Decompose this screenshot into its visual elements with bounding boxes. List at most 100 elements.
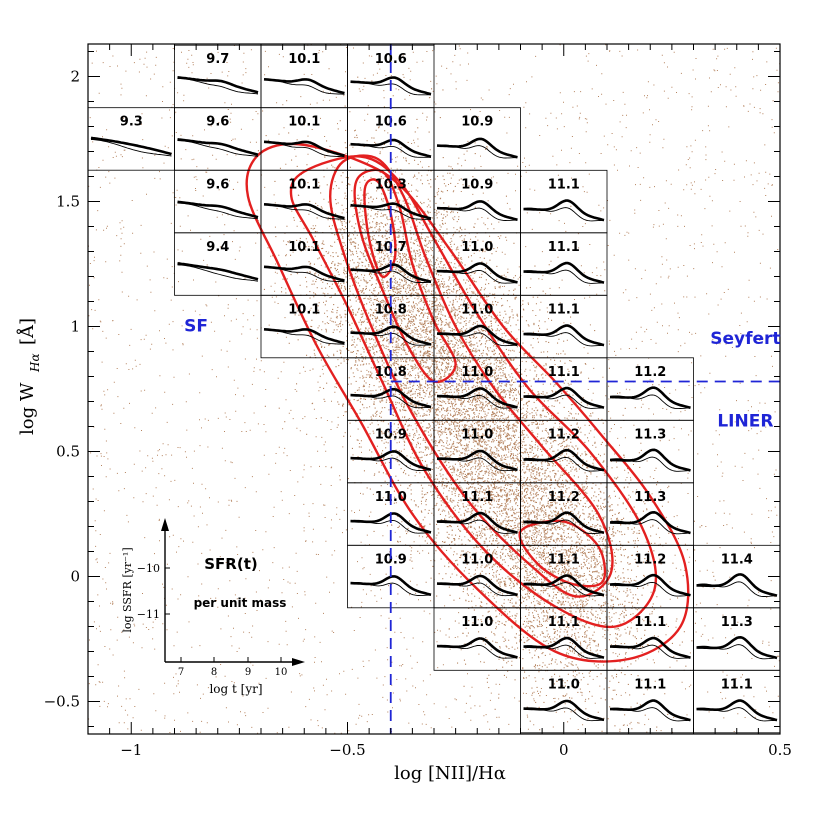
region-label: LINER xyxy=(717,412,773,432)
sfh-panel-label: 11.3 xyxy=(721,615,753,630)
inset-x-tick-label: 8 xyxy=(211,667,217,678)
sfh-curve-thick xyxy=(610,699,691,722)
sfh-curve-thick xyxy=(350,450,432,471)
y-axis-title-subscript: Hα xyxy=(28,353,42,373)
inset-subtitle: per unit mass xyxy=(194,596,287,610)
x-tick-label: −1 xyxy=(120,741,142,759)
sfh-curve-thick xyxy=(263,203,345,220)
sfh-curve-thick xyxy=(177,138,259,156)
sfh-panel-label: 9.6 xyxy=(206,177,229,192)
sfh-curve-thick xyxy=(609,448,691,472)
sfh-curve-thick xyxy=(263,328,345,345)
sfh-curve-thin xyxy=(177,264,259,282)
sfh-panel-label: 11.1 xyxy=(548,552,580,567)
inset-x-tick-label: 9 xyxy=(245,667,251,678)
sfh-curve-thick xyxy=(436,262,518,284)
sfh-curve-thick xyxy=(523,261,605,284)
sfh-panel: 10.1 xyxy=(260,169,348,234)
sfh-panel-label: 11.0 xyxy=(461,240,493,255)
inset-title: SFR(t) xyxy=(204,555,257,573)
y-axis-title: log W Hα [Å] xyxy=(16,318,42,435)
density-contour xyxy=(353,168,457,384)
sfh-panels-layer: 9.710.110.69.39.610.110.610.99.610.110.3… xyxy=(87,44,781,734)
sfh-panel-label: 11.1 xyxy=(548,365,580,380)
sfh-panel-label: 11.1 xyxy=(548,615,580,630)
density-contour xyxy=(518,519,607,588)
sfh-curve-thick xyxy=(523,636,605,659)
sfh-panel: 10.1 xyxy=(260,294,348,359)
density-contour xyxy=(328,154,614,598)
sfh-panel-label: 11.1 xyxy=(548,302,580,317)
sfh-curve-thick xyxy=(436,574,518,597)
sfh-curve-thick xyxy=(696,573,778,597)
sfh-curve-thick xyxy=(696,635,778,660)
sfh-curve-thick xyxy=(523,199,605,222)
sfh-panel-label: 11.0 xyxy=(548,677,580,692)
sfh-panel-label: 11.0 xyxy=(461,302,493,317)
sfh-panel-label: 10.6 xyxy=(375,52,407,67)
sfh-panel: 11.1 xyxy=(606,669,694,734)
sfh-curve-thick xyxy=(263,78,345,95)
sfh-curve-thick xyxy=(436,200,518,221)
sfh-panel: 9.6 xyxy=(174,169,262,234)
y-tick-label: −0.5 xyxy=(44,693,80,711)
inset-legend: −10 −11 7 8 9 10 log t [yr] log SSFR [yr… xyxy=(121,518,305,696)
sfh-panel: 10.9 xyxy=(433,107,521,171)
sfh-panel: 11.0 xyxy=(433,607,521,671)
sfh-panel: 11.2 xyxy=(606,357,694,421)
sfh-panel: 9.3 xyxy=(87,107,175,171)
x-axis-title: log [NII]/Hα xyxy=(394,763,506,784)
sfh-curve-thick xyxy=(523,574,605,597)
sfh-curve-thick xyxy=(177,76,259,94)
sfh-panel-label: 11.2 xyxy=(548,427,580,442)
sfh-curve-thick xyxy=(523,324,605,347)
sfh-curve-thick xyxy=(609,510,691,535)
sfh-panel-label: 10.8 xyxy=(375,302,407,317)
y-tick-label: 1.5 xyxy=(56,193,80,211)
sfh-panel-label: 10.1 xyxy=(288,115,320,130)
sfh-curve-thick xyxy=(436,387,518,409)
sfh-panel-label: 11.1 xyxy=(634,615,666,630)
sfh-panel-label: 11.0 xyxy=(461,615,493,630)
inset-y-tick-label: −11 xyxy=(137,608,160,621)
sfh-panel: 11.3 xyxy=(606,419,694,484)
sfh-panel-label: 11.2 xyxy=(634,365,666,380)
sfh-panel-label: 11.3 xyxy=(634,427,666,442)
sfh-curve-thick xyxy=(177,262,259,281)
y-tick-label: 0 xyxy=(70,568,80,586)
sfh-panel-label: 10.3 xyxy=(375,177,407,192)
sfh-curve-thick xyxy=(350,76,432,96)
sfh-panel-label: 11.3 xyxy=(634,490,666,505)
sfh-panel: 9.7 xyxy=(174,44,262,109)
sfh-panel: 11.3 xyxy=(693,607,781,671)
sfh-curve-thick xyxy=(696,699,778,722)
sfh-curve-thin xyxy=(696,581,778,597)
sfh-panel-label: 11.2 xyxy=(548,490,580,505)
sfh-curve-thick xyxy=(436,324,518,347)
y-tick-label: 0.5 xyxy=(56,443,80,461)
inset-y-arrowhead xyxy=(161,518,169,531)
sfh-panel-label: 9.6 xyxy=(206,115,229,130)
inset-y-label: log SSFR [yr⁻¹] xyxy=(121,547,134,632)
sfh-panel: 11.2 xyxy=(520,482,608,546)
density-contour xyxy=(363,178,397,279)
sfh-panel: 11.0 xyxy=(433,544,521,609)
inset-x-tick-label: 7 xyxy=(178,667,184,678)
sfh-curve-thick xyxy=(610,386,691,410)
sfh-panel: 9.6 xyxy=(174,107,262,171)
inset-x-tick-label: 10 xyxy=(275,667,288,678)
sfh-panel-label: 10.9 xyxy=(375,552,407,567)
sfh-panel-label: 11.4 xyxy=(721,552,753,567)
sfh-panel-label: 11.1 xyxy=(721,677,753,692)
sfh-panel: 10.9 xyxy=(433,169,521,234)
sfh-curve-thick xyxy=(350,325,432,346)
inset-x-arrowhead xyxy=(292,658,305,666)
x-tick-label: −0.5 xyxy=(329,741,365,759)
sfh-panel-label: 10.1 xyxy=(288,52,320,67)
sfh-curve-thick xyxy=(436,449,518,472)
sfh-panel-label: 10.1 xyxy=(288,240,320,255)
sfh-curve-thick xyxy=(523,448,605,472)
sfh-curve-thick xyxy=(436,137,518,159)
